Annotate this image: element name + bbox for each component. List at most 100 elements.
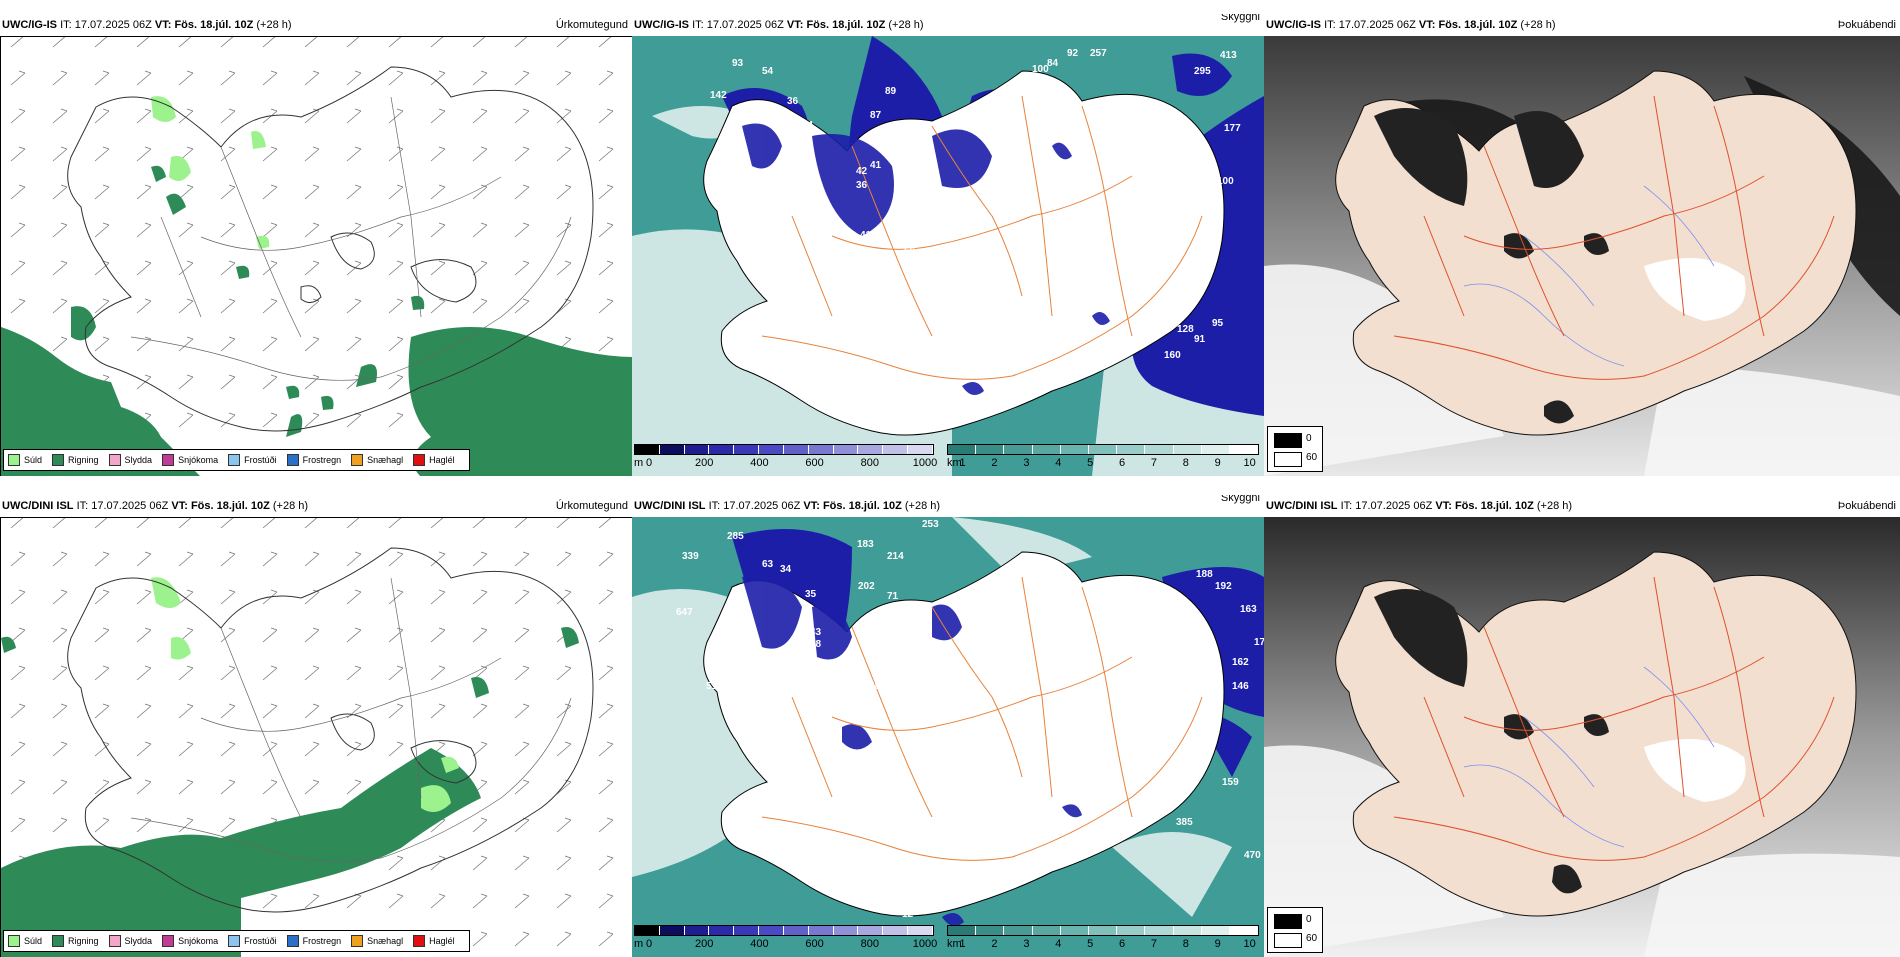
colorbar-unit: km	[947, 457, 962, 469]
fog-low-swatch	[1274, 433, 1302, 448]
visibility-value-label: 34	[780, 564, 792, 575]
road-network	[1393, 95, 1835, 380]
fog-map[interactable]: 0 60	[1264, 517, 1900, 957]
visibility-value-label: 285	[727, 531, 744, 542]
colorbar-segment	[808, 445, 834, 454]
colorbar-tick: 5	[1087, 938, 1094, 950]
visibility-value-label: 60	[900, 141, 912, 152]
model-name: UWC/IG-IS	[1266, 19, 1321, 31]
visibility-value-label: 51	[706, 681, 718, 692]
lead-time: (+28 h)	[888, 19, 924, 31]
it-value: 17.07.2025 06Z	[1355, 500, 1433, 512]
rain-areas	[1, 627, 579, 957]
legend-label: Súld	[24, 455, 43, 465]
colorbar-segment	[1201, 926, 1230, 935]
colorbar-strip	[947, 925, 1259, 936]
visibility-value-label: 91	[1194, 334, 1206, 345]
visibility-value-label: 41	[870, 160, 882, 171]
panel-header: UWC/IG-IS IT: 17.07.2025 06Z VT: Fös. 18…	[0, 14, 632, 36]
legend-label: Snjókoma	[178, 455, 219, 465]
drizzle-areas	[151, 96, 270, 249]
visibility-value-label: 58	[869, 681, 881, 692]
colorbar-segment	[759, 926, 784, 935]
model-name: UWC/IG-IS	[634, 19, 689, 31]
visibility-value-label: 77	[1194, 246, 1206, 257]
visibility-value-label: 92	[1200, 160, 1212, 171]
visibility-value-label: 92	[1067, 48, 1079, 59]
colorbar-segment	[1088, 445, 1118, 454]
model-name: UWC/DINI ISL	[634, 500, 706, 512]
fog-map[interactable]: 0 60	[1264, 36, 1900, 476]
legend-label: Haglél	[429, 936, 455, 946]
it-value: 17.07.2025 06Z	[74, 19, 152, 31]
legend-item: Snæhagl	[351, 454, 403, 466]
colorbar-segment	[1201, 445, 1230, 454]
colorbar-segment	[1173, 445, 1202, 454]
colorbar-segment	[635, 926, 660, 935]
colorbar-tick: 6	[1119, 938, 1126, 950]
panel-title: Úrkomutegund	[555, 500, 628, 512]
legend-label: Frostúði	[244, 936, 277, 946]
legend-item: Snjókoma	[162, 454, 218, 466]
visibility-value-label: 34	[802, 120, 814, 131]
colorbar-segment	[783, 445, 809, 454]
visibility-value-label: 15410	[772, 353, 800, 364]
visibility-value-label: 214	[887, 551, 904, 562]
fog-high-swatch	[1274, 933, 1302, 948]
colorbar-tick: 8	[1182, 457, 1189, 469]
colorbar-tick: 3	[1023, 457, 1030, 469]
visibility-value-label: 257	[1090, 48, 1107, 59]
legend-label: Snæhagl	[367, 455, 404, 465]
legend-item: Snæhagl	[351, 935, 403, 947]
visibility-value-label: 253	[922, 519, 939, 530]
fog-low-swatch	[1274, 914, 1302, 929]
legend-swatch	[108, 454, 121, 466]
it-label: IT:	[708, 500, 721, 512]
colorbar-segment	[659, 926, 685, 935]
panel-title: Úrkomutegund	[555, 19, 628, 31]
visibility-value-label: 159	[1222, 777, 1239, 788]
rain-areas	[1, 165, 632, 476]
visibility-value-label: 12	[902, 909, 914, 920]
fog-high-label: 60	[1306, 933, 1318, 944]
visibility-value-label: 93	[732, 58, 744, 69]
colorbar-segment	[734, 926, 760, 935]
legend-swatch	[351, 454, 364, 466]
visibility-value-label: 36	[856, 180, 868, 191]
fog-low-label: 0	[1306, 914, 1312, 925]
vt-value: Fös. 18.júl. 10Z	[174, 19, 254, 31]
panel-header: UWC/IG-IS IT: 17.07.2025 06Z VT: Fös. 18…	[1264, 14, 1900, 36]
visibility-value-label: 470	[1244, 850, 1261, 861]
visibility-map[interactable]: 93 54 142 36 34 89 87 44 60 41 42 36 57 54 41 56 45 100 84…	[632, 36, 1264, 476]
colorbar-tick: 800	[860, 457, 879, 469]
colorbar-tick: 600	[805, 938, 824, 950]
colorbar-tick: 1	[959, 457, 966, 469]
visibility-map[interactable]: 285 339 34 63 183 214 253 202 71 35 43 38 39 51 58 335 1…	[632, 517, 1264, 957]
legend-label: Haglél	[429, 455, 455, 465]
legend-label: Snæhagl	[367, 936, 404, 946]
fog-high-swatch	[1274, 452, 1302, 467]
ceiling-colorbar: m 0 200 400 600 800 1000	[634, 444, 938, 472]
lead-time: (+28 h)	[1536, 500, 1573, 512]
colorbar-segment	[908, 926, 933, 935]
precip-map[interactable]: Súld Rigning Slydda Snjókoma Frostúði Frostre…	[0, 517, 632, 957]
visibility-value-label: 77	[1190, 260, 1202, 271]
legend-swatch	[286, 454, 299, 466]
legend-swatch	[228, 935, 241, 947]
fog-legend: 0 60	[1267, 426, 1323, 472]
visibility-value-label: 74	[1200, 220, 1212, 231]
legend-item: Rigning	[52, 454, 99, 466]
colorbar-tick: 1000	[912, 457, 938, 469]
legend-item: Haglél	[413, 935, 455, 947]
colorbar-tick: 400	[750, 938, 769, 950]
precip-map[interactable]: Súld Rigning Slydda Snjókoma Frostúði Frostre…	[0, 36, 632, 476]
visibility-value-label: 146	[1232, 681, 1249, 692]
fog-low-label: 0	[1306, 433, 1312, 444]
colorbar-segment	[1145, 926, 1174, 935]
model-name: UWC/DINI ISL	[1266, 500, 1338, 512]
visibility-value-label: 188	[1196, 569, 1213, 580]
legend-swatch	[52, 935, 65, 947]
panel-title: Skyggni	[1220, 14, 1260, 23]
visibility-value-label: 183	[857, 539, 874, 550]
it-value: 17.07.2025 06Z	[91, 500, 169, 512]
